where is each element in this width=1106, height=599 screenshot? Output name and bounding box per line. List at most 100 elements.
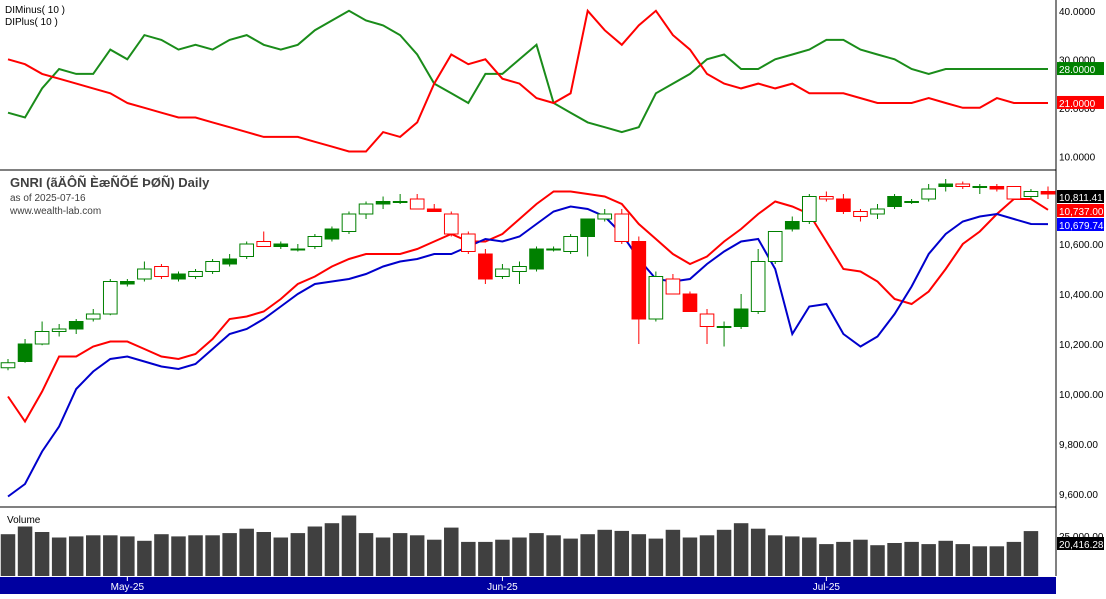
candle-body bbox=[750, 261, 766, 312]
candle-body bbox=[478, 253, 493, 280]
candle-body bbox=[205, 261, 220, 272]
candle-body bbox=[989, 186, 1005, 190]
volume-bar bbox=[307, 526, 323, 576]
candle-body bbox=[120, 281, 135, 285]
volume-bar bbox=[631, 534, 647, 576]
candle-body bbox=[665, 278, 681, 295]
candle-body bbox=[767, 231, 783, 262]
volume-bar bbox=[51, 537, 67, 576]
candle-body bbox=[188, 271, 203, 277]
indicator-y-tick: 20.0000 bbox=[1059, 104, 1096, 115]
candle-body bbox=[546, 248, 561, 251]
price-y-tick: 9,600.00 bbox=[1059, 490, 1098, 501]
volume-bar bbox=[341, 515, 357, 576]
volume-bar bbox=[0, 534, 16, 576]
volume-bar bbox=[239, 528, 254, 576]
price-y-tick: 9,800.00 bbox=[1059, 440, 1098, 451]
indicator-last-value-box bbox=[1057, 62, 1104, 76]
candle-body bbox=[1006, 186, 1022, 200]
candle-body bbox=[1040, 191, 1056, 195]
candle-body bbox=[409, 198, 425, 210]
price-pane bbox=[0, 179, 1056, 498]
volume-bar bbox=[972, 546, 988, 576]
candle-body bbox=[358, 203, 374, 215]
candle-body bbox=[512, 266, 527, 272]
volume-bar bbox=[767, 535, 783, 576]
candle-body bbox=[137, 268, 152, 280]
candle-body bbox=[222, 258, 237, 265]
candle-body bbox=[85, 313, 101, 320]
volume-bar bbox=[563, 538, 578, 576]
volume-bar bbox=[358, 533, 374, 576]
volume-bar bbox=[1023, 531, 1039, 576]
candle-body bbox=[495, 268, 510, 277]
volume-bar bbox=[34, 532, 50, 576]
volume-bar bbox=[205, 535, 220, 576]
volume-bar bbox=[802, 537, 817, 576]
candle-body bbox=[17, 343, 33, 362]
upper-band-line bbox=[7, 190, 1049, 424]
volume-bar bbox=[614, 530, 630, 576]
candle-body bbox=[256, 241, 272, 247]
volume-bar bbox=[921, 544, 936, 576]
indicator-y-tick: 40.0000 bbox=[1059, 7, 1096, 18]
candle-body bbox=[887, 196, 902, 207]
volume-bar bbox=[870, 545, 885, 576]
volume-bar bbox=[955, 544, 970, 576]
lower-band-line bbox=[7, 205, 1049, 498]
candle-body bbox=[972, 186, 988, 188]
diplus-legend: DIPlus( 10 ) bbox=[5, 17, 58, 28]
volume-bar bbox=[188, 535, 203, 576]
x-axis-label: Jul-25 bbox=[813, 582, 841, 593]
candle-body bbox=[597, 213, 613, 220]
candle-body bbox=[563, 236, 578, 252]
candle-body bbox=[290, 248, 306, 251]
di-indicator-pane bbox=[7, 8, 1048, 153]
volume-bar bbox=[137, 540, 152, 576]
price-last-value-box bbox=[1057, 190, 1104, 203]
volume-bar bbox=[648, 538, 664, 576]
candle-body bbox=[392, 201, 408, 203]
candle-body bbox=[341, 213, 357, 232]
candle-body bbox=[580, 218, 595, 237]
diplus-line bbox=[7, 9, 1048, 134]
volume-bar bbox=[665, 529, 681, 576]
candle-body bbox=[51, 328, 67, 332]
x-axis-label: Jun-25 bbox=[487, 582, 518, 593]
volume-bar bbox=[392, 533, 408, 576]
price-title: GNRI (ãÄÔÑ ÈæÑÕÉ ÞØÑ) Daily bbox=[10, 175, 210, 190]
price-last-value: 10,737.00 bbox=[1059, 207, 1104, 218]
volume-last-value: 20,416.28 bbox=[1059, 540, 1104, 551]
price-y-tick: 10,200.00 bbox=[1059, 340, 1104, 351]
candle-body bbox=[733, 308, 749, 327]
candle-body bbox=[68, 321, 84, 330]
volume-bar bbox=[989, 546, 1005, 576]
price-y-tick: 10,000.00 bbox=[1059, 390, 1104, 401]
volume-bar bbox=[375, 537, 391, 576]
candle-body bbox=[375, 201, 391, 205]
candle-body bbox=[324, 228, 340, 240]
candle-body bbox=[801, 196, 817, 222]
volume-bar bbox=[887, 543, 902, 576]
volume-bar bbox=[597, 529, 612, 576]
candle-body bbox=[699, 313, 715, 327]
indicator-last-value-box bbox=[1057, 95, 1104, 109]
volume-bar bbox=[785, 536, 800, 576]
volume-bar bbox=[426, 539, 442, 576]
volume-bar bbox=[290, 533, 306, 576]
x-axis-background bbox=[0, 577, 1056, 594]
volume-bar bbox=[750, 528, 766, 576]
volume-bar bbox=[222, 533, 237, 576]
candle-body bbox=[938, 183, 954, 187]
candle-body bbox=[239, 243, 255, 257]
volume-bar bbox=[478, 541, 493, 576]
volume-bar bbox=[444, 527, 459, 576]
price-last-value-box bbox=[1057, 204, 1104, 217]
x-axis-label: May-25 bbox=[111, 582, 145, 593]
price-last-value-box bbox=[1057, 218, 1104, 231]
price-last-value: 10,679.74 bbox=[1059, 221, 1104, 232]
x-axis-bar: May-25 Jun-25 Jul-25 bbox=[0, 577, 1056, 594]
candle-body bbox=[1023, 191, 1039, 197]
candle-body bbox=[631, 241, 647, 320]
volume-bar bbox=[324, 523, 340, 576]
